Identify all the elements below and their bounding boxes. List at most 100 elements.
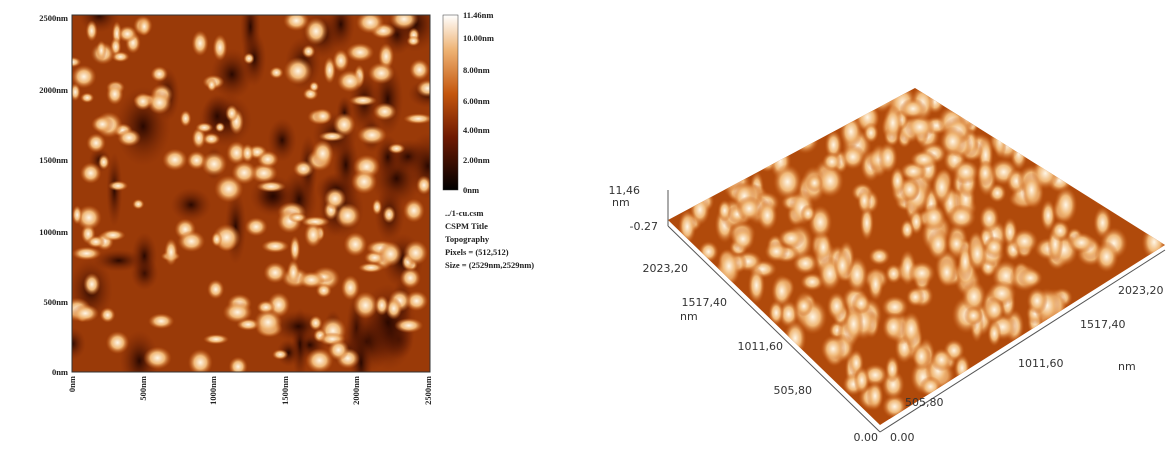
grain [117,129,141,147]
peak [922,204,947,231]
peak [1098,169,1120,204]
peak [1047,144,1062,165]
peak [937,257,957,287]
grain [416,80,439,98]
info-text: ../1-cu.csm [445,208,483,218]
peak [987,321,1001,347]
grain [287,260,300,286]
peak [1054,186,1077,224]
peak [959,36,974,64]
peak [939,70,958,101]
peak [1091,170,1109,206]
peak [947,55,966,83]
peak [731,227,755,252]
peak [927,228,949,260]
peak [981,99,1000,136]
peak [764,241,788,262]
peak [946,74,965,105]
grain [106,331,130,354]
grain [91,115,113,133]
grain [207,279,224,299]
grain [96,40,107,60]
colorbar-label: 8.00nm [463,65,490,75]
peak [878,142,898,173]
colorbar-label: 11.46nm [463,10,493,20]
peak [795,121,821,142]
grain [202,133,220,145]
peak [868,247,890,265]
colorbar-label: 2.00nm [463,155,490,165]
peak [947,54,971,77]
peak [757,200,778,231]
peak [800,204,816,222]
grain [86,133,105,152]
grain [403,113,433,124]
peak [843,305,864,342]
grain [223,301,253,323]
grain [349,95,377,106]
figure: 2500nm2000nm1500nm1000nm500nm0nm0nm500nm… [0,0,1168,455]
grain [379,241,403,266]
grain [243,53,254,64]
grain [100,307,115,322]
grain [108,181,128,191]
peak [1026,287,1047,314]
dark-region [327,0,355,51]
peak [1024,140,1052,161]
peak [952,160,979,185]
grain [337,70,363,92]
grain [312,140,334,167]
right-axis-tick: 1517,40 [1080,318,1126,331]
peak [863,122,879,143]
grain [164,238,178,265]
grain [298,271,325,288]
peak [1002,112,1017,142]
grain [180,110,191,127]
x-tick-label: 1500nm [280,376,290,405]
peak [1131,210,1154,229]
right-axis-unit: nm [1118,360,1136,373]
colorbar-label: 6.00nm [463,96,490,106]
peak [784,320,807,357]
peak [885,356,900,383]
right-axis-tick: 1011,60 [1018,357,1064,370]
grain [203,334,229,344]
peak [904,55,929,86]
grain [372,199,382,215]
grain [225,105,238,122]
peak [1050,220,1070,242]
grain [80,162,101,183]
peak [983,297,1005,323]
peak [865,73,882,108]
grain [407,36,421,47]
x-tick-label: 2000nm [351,376,361,405]
grain [375,295,389,315]
colorbar-label: 10.00nm [463,33,494,43]
grain [72,247,102,261]
y-tick-label: 2000nm [39,85,68,95]
left-axis-tick: 1517,40 [682,296,728,309]
y-tick-label: 0nm [52,367,68,377]
right-axis-tick: 2023,20 [1118,284,1164,297]
peak [914,51,941,72]
grain [309,316,323,331]
peak [993,123,1008,158]
peak [979,58,1002,92]
grain [229,357,248,377]
peak [1001,109,1029,135]
peak [854,366,870,394]
peak [792,125,820,155]
grain [192,30,209,56]
grain [207,78,217,92]
peak [910,150,938,169]
grain [403,199,425,223]
grain [290,236,301,263]
x-tick-label: 1000nm [208,376,218,405]
grain [400,267,421,288]
grain [304,222,322,247]
peak [940,126,966,156]
peak [942,47,971,67]
grain [416,175,432,194]
peak [698,241,718,263]
peak [906,287,925,307]
